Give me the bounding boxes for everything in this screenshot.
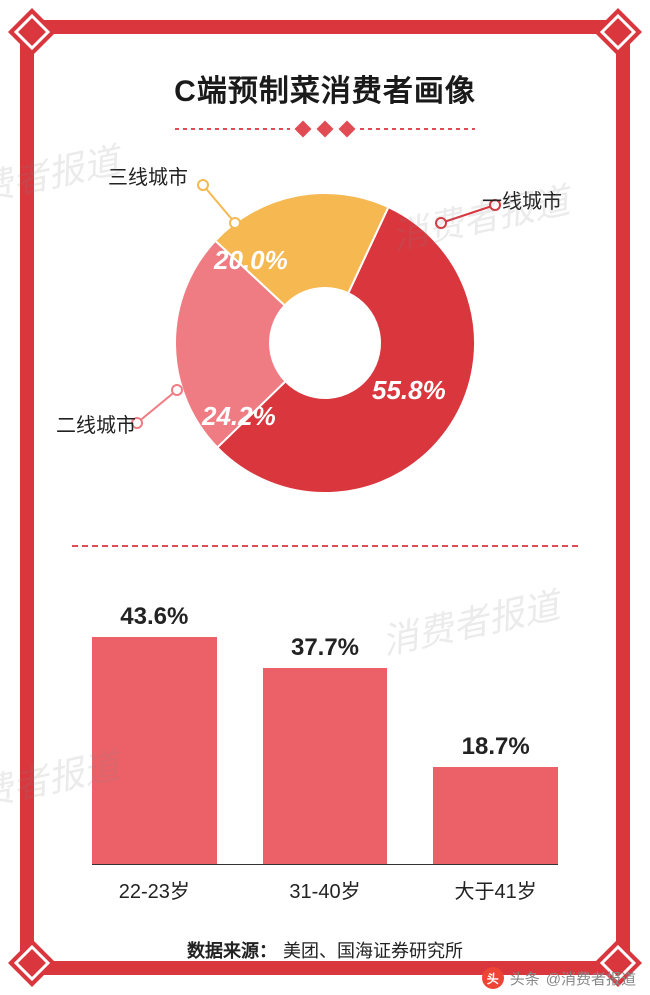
- bar: [92, 637, 217, 864]
- donut-slice-pct: 24.2%: [202, 401, 276, 432]
- title-ornament: [62, 120, 588, 143]
- footer-prefix: 头条: [510, 968, 540, 989]
- toutiao-logo-icon: 头: [482, 967, 504, 989]
- footer-handle: @消费者报道: [546, 968, 636, 989]
- bar-container: 43.6% 37.7% 18.7%: [92, 575, 558, 865]
- content-panel: C端预制菜消费者画像 一线城市 55.8% 二线城市 24.2% 三线城市 20.0% 4…: [42, 42, 608, 931]
- bar-category-label: 31-40岁: [263, 875, 388, 904]
- footer-credit: 头 头条 @消费者报道: [482, 967, 636, 989]
- infographic-frame: C端预制菜消费者画像 一线城市 55.8% 二线城市 24.2% 三线城市 20.0% 4…: [0, 0, 650, 995]
- source-label: 数据来源：: [187, 941, 277, 961]
- bar-category-label: 大于41岁: [433, 875, 558, 904]
- data-source: 数据来源： 美团、国海证券研究所: [62, 937, 588, 963]
- corner-ornament-bl: [4, 935, 60, 991]
- donut-slice-pct: 55.8%: [372, 375, 446, 406]
- bar-column: 43.6%: [92, 603, 217, 864]
- section-divider: [72, 545, 578, 547]
- age-bar-chart: 43.6% 37.7% 18.7% 22-23岁 31-40岁 大于41岁: [62, 575, 588, 915]
- chart-title: C端预制菜消费者画像: [62, 66, 588, 110]
- bar: [263, 668, 388, 864]
- bar-category-label: 22-23岁: [92, 875, 217, 904]
- bar-column: 37.7%: [263, 634, 388, 864]
- donut-slice-pct: 20.0%: [214, 245, 288, 276]
- donut-slice-label: 三线城市: [108, 161, 188, 190]
- bar-value-label: 18.7%: [462, 733, 530, 761]
- bar: [433, 767, 558, 864]
- bar-categories: 22-23岁 31-40岁 大于41岁: [92, 865, 558, 904]
- bar-column: 18.7%: [433, 733, 558, 864]
- corner-ornament-tr: [590, 4, 646, 60]
- corner-ornament-tl: [4, 4, 60, 60]
- city-tier-donut-chart: 一线城市55.8%二线城市24.2%三线城市20.0%: [62, 153, 588, 533]
- donut-slice-label: 二线城市: [56, 409, 136, 438]
- donut-slice-label: 一线城市: [482, 185, 562, 214]
- bar-value-label: 43.6%: [120, 603, 188, 631]
- source-text: 美团、国海证券研究所: [283, 941, 463, 961]
- bar-value-label: 37.7%: [291, 634, 359, 662]
